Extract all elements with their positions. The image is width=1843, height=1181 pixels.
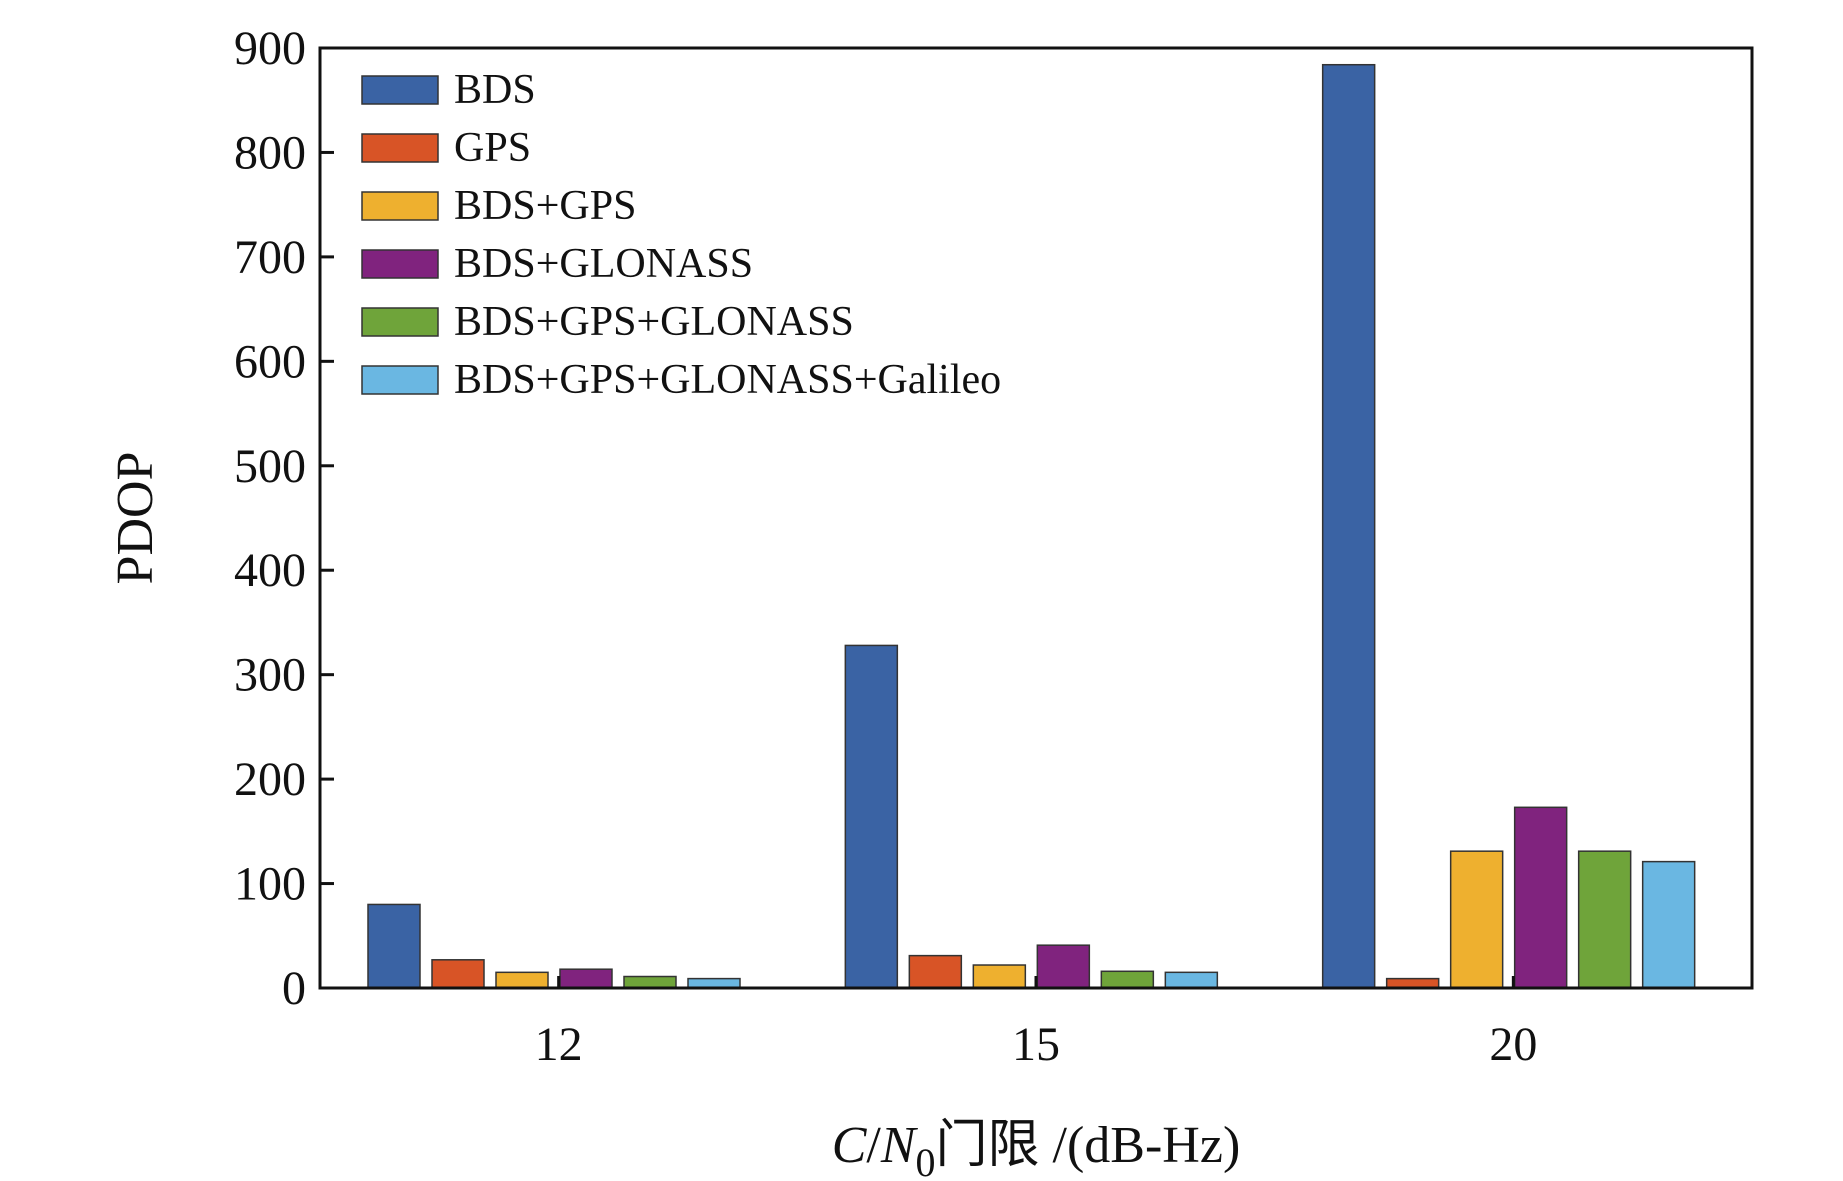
legend-label: BDS+GPS+GLONASS (454, 299, 854, 345)
bar-gps-12 (431, 959, 485, 989)
y-tick-label: 400 (234, 544, 306, 597)
legend-swatch (361, 365, 439, 395)
x-tick-label: 15 (1012, 1018, 1060, 1071)
y-tick-label: 200 (234, 753, 306, 806)
legend-label: GPS (454, 125, 531, 171)
y-tick-label: 700 (234, 231, 306, 284)
y-tick-label: 300 (234, 649, 306, 702)
legend: BDS GPS BDS+GPS BDS+GLONASS BDS+GPS+GLONASS B… (361, 67, 1001, 403)
x-tick-label: 12 (535, 1018, 583, 1071)
legend-swatch (361, 307, 439, 337)
y-axis: 0 100 200 300 400 500 600 700 800 900 (234, 22, 334, 1015)
y-axis-title: PDOP (107, 452, 164, 585)
bar-bds-20 (1321, 63, 1376, 989)
legend-swatch (361, 133, 439, 163)
bar-bds-12 (367, 903, 421, 989)
legend-label: BDS+GLONASS (454, 241, 753, 287)
x-axis: 12 15 20 (535, 976, 1537, 1071)
x-axis-title-unit: 门限 /(dB-Hz) (936, 1117, 1241, 1174)
x-axis-title-slash: / (866, 1117, 881, 1174)
x-axis-title: C/N0门限 /(dB-Hz) (832, 1117, 1241, 1181)
bars-group (367, 63, 1696, 989)
bar-bds-gps-20 (1449, 850, 1504, 989)
bar-bds-gps-12 (495, 971, 549, 989)
bar-bds-glonass-20 (1513, 806, 1568, 989)
bar-bds-gps-glonass-galileo-20 (1641, 860, 1696, 989)
y-tick-label: 800 (234, 126, 306, 179)
y-tick-label: 100 (234, 858, 306, 911)
legend-swatch (361, 75, 439, 105)
bar-bds-gps-glonass-galileo-15 (1164, 971, 1219, 989)
y-tick-label: 500 (234, 440, 306, 493)
bar-bds-gps-glonass-20 (1577, 850, 1632, 989)
bar-bds-glonass-15 (1036, 944, 1091, 989)
x-axis-title-subscript: 0 (916, 1140, 936, 1181)
bar-bds-gps-glonass-15 (1100, 970, 1155, 989)
bar-bds-gps-glonass-12 (623, 975, 677, 989)
legend-swatch (361, 249, 439, 279)
legend-label: BDS+GPS (454, 183, 636, 229)
x-axis-title-n: N (880, 1117, 919, 1174)
x-tick-label: 20 (1489, 1018, 1537, 1071)
legend-label: BDS+GPS+GLONASS+Galileo (454, 357, 1001, 403)
y-tick-label: 600 (234, 335, 306, 388)
bar-bds-15 (844, 644, 899, 989)
bar-bds-glonass-12 (559, 968, 613, 989)
y-tick-label: 0 (282, 962, 306, 1015)
x-axis-title-c: C (832, 1117, 868, 1174)
y-tick-label: 900 (234, 22, 306, 75)
bar-bds-gps-15 (972, 964, 1027, 989)
legend-label: BDS (454, 67, 536, 113)
legend-swatch (361, 191, 439, 221)
bar-gps-15 (908, 954, 963, 989)
